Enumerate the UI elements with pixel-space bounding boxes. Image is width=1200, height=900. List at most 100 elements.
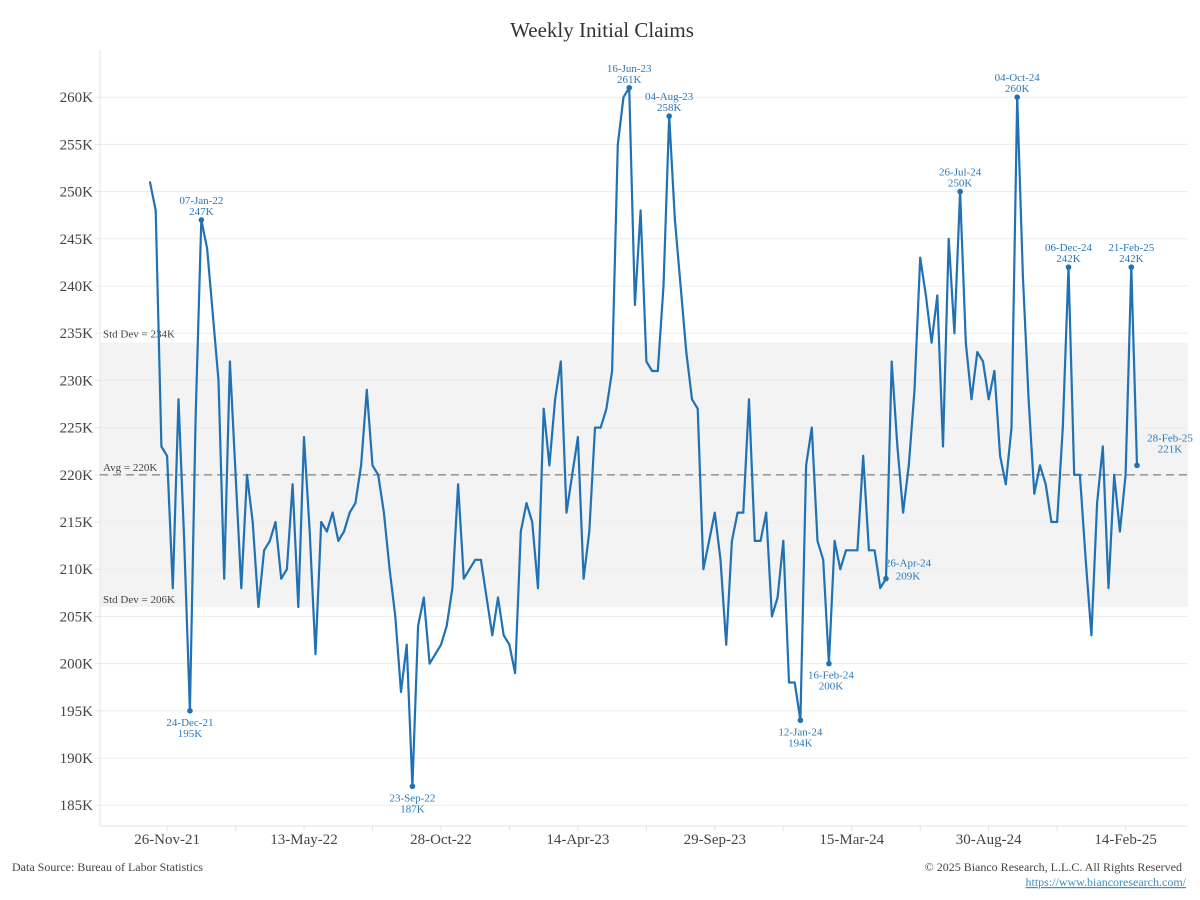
data-point	[1090, 634, 1093, 637]
x-tick-label: 14-Feb-25	[1094, 832, 1157, 848]
annotation-value: 260K	[1005, 83, 1030, 95]
annotated-point	[198, 217, 205, 223]
data-point	[862, 454, 865, 457]
data-point	[542, 407, 545, 410]
annotation-value: 247K	[189, 206, 214, 218]
axes: 185K 190K 195K 200K 205K 210K 215K 220K 225K 230K…	[60, 50, 1188, 848]
data-point	[166, 454, 169, 457]
data-point	[434, 653, 437, 656]
annotated-point	[957, 188, 963, 195]
data-point	[280, 577, 283, 580]
data-point	[867, 549, 870, 552]
data-point	[394, 615, 397, 618]
data-point	[616, 143, 619, 146]
annotated-point	[666, 113, 672, 119]
annotated-point	[797, 717, 804, 724]
annotated-point	[826, 660, 832, 667]
data-point	[810, 426, 813, 429]
annotation-date: 26-Jul-24	[939, 167, 982, 179]
data-point	[793, 681, 796, 684]
data-point	[497, 596, 500, 599]
data-point	[297, 605, 300, 608]
data-point	[902, 511, 905, 514]
data-point	[149, 181, 151, 184]
data-point	[217, 379, 220, 382]
data-point	[759, 539, 762, 542]
data-point	[228, 360, 231, 363]
data-point	[742, 511, 745, 514]
x-tick-label: 26-Nov-21	[134, 832, 200, 848]
data-point	[1061, 426, 1064, 429]
data-point	[445, 624, 448, 627]
annotation-date: 06-Dec-24	[1045, 242, 1093, 254]
annotated-point	[1014, 94, 1020, 101]
annotation-value: 195K	[178, 728, 203, 740]
data-point	[251, 521, 254, 524]
series-line	[148, 86, 1139, 788]
data-point	[639, 209, 642, 212]
data-point	[468, 568, 471, 571]
y-tick-label: 255K	[60, 137, 94, 153]
data-point	[850, 549, 853, 552]
data-point	[1107, 587, 1110, 590]
y-tick-label: 210K	[60, 562, 94, 578]
x-tick-label: 29-Sep-23	[684, 832, 747, 848]
data-point	[748, 398, 751, 401]
data-point	[656, 369, 659, 372]
data-point	[548, 464, 551, 467]
data-point	[594, 426, 597, 429]
annotated-point	[1134, 462, 1140, 469]
data-point	[1078, 473, 1081, 476]
data-point	[479, 558, 482, 561]
data-point	[491, 634, 494, 637]
data-point	[845, 549, 848, 552]
data-point	[879, 587, 882, 590]
data-point	[1021, 275, 1024, 278]
data-point	[633, 303, 636, 306]
y-tick-label: 245K	[60, 232, 94, 248]
annotated-point	[883, 575, 889, 582]
data-point	[696, 407, 699, 410]
y-tick-label: 200K	[60, 657, 94, 673]
data-point	[1039, 464, 1042, 467]
data-point	[303, 436, 306, 439]
data-point	[462, 577, 465, 580]
data-point	[400, 690, 403, 693]
y-tick-label: 250K	[60, 185, 94, 201]
data-point	[565, 511, 568, 514]
data-point	[177, 398, 180, 401]
data-point	[936, 294, 939, 297]
data-point	[354, 502, 357, 505]
annotation-date: 21-Feb-25	[1108, 242, 1154, 254]
annotated-point	[409, 783, 416, 790]
annotation-date: 24-Dec-21	[166, 717, 213, 729]
data-point	[325, 530, 328, 533]
annotation-value: 194K	[788, 737, 813, 749]
website-link[interactable]: https://www.biancoresearch.com/	[1025, 875, 1186, 889]
data-point	[805, 464, 808, 467]
data-point	[816, 539, 819, 542]
y-tick-label: 230K	[60, 373, 94, 389]
avg-label: Avg = 220K	[103, 462, 157, 474]
data-point	[554, 398, 557, 401]
data-point	[730, 539, 733, 542]
data-point	[987, 398, 990, 401]
y-tick-label: 215K	[60, 515, 94, 531]
annotation-value: 242K	[1119, 253, 1144, 265]
data-point	[685, 351, 688, 354]
x-tick-label: 13-May-22	[270, 832, 338, 848]
data-point	[856, 549, 859, 552]
copyright-note: © 2025 Bianco Research, L.L.C. All Right…	[925, 860, 1182, 874]
data-point	[234, 473, 237, 476]
data-point	[702, 568, 705, 571]
data-point	[736, 511, 739, 514]
data-point	[839, 568, 842, 571]
data-point	[622, 96, 625, 99]
annotation-date: 04-Oct-24	[995, 72, 1041, 84]
data-point	[223, 577, 226, 580]
data-point	[873, 549, 876, 552]
data-point	[770, 615, 773, 618]
data-point	[485, 596, 488, 599]
data-point	[822, 558, 825, 561]
